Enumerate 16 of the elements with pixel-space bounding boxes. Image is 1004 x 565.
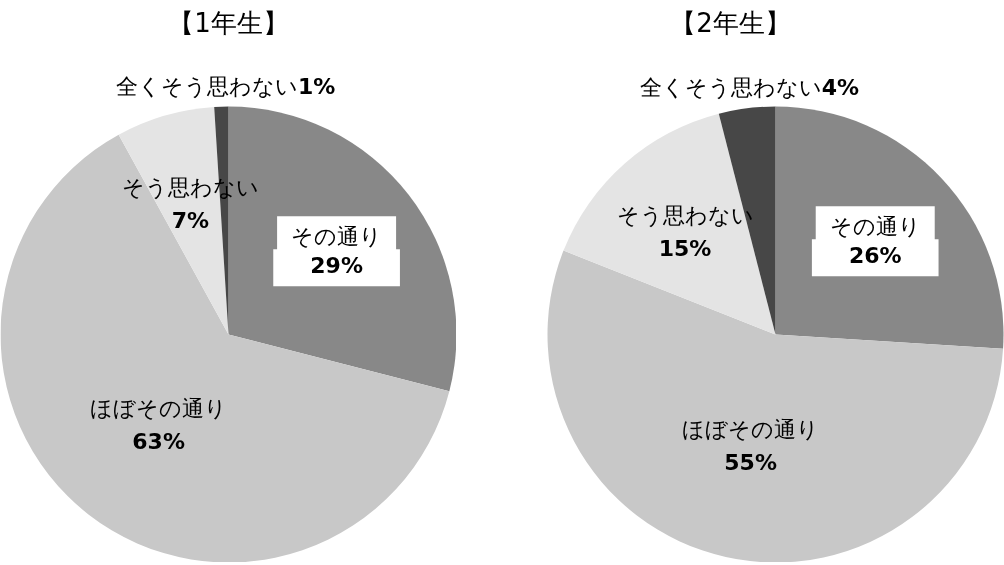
data-label: 1% [298, 73, 336, 99]
slice-label: その通り [291, 224, 383, 250]
data-label: 26% [848, 243, 902, 269]
slice-label: 全くそう思わない [116, 73, 299, 99]
data-label: 55% [724, 450, 777, 476]
slice-label: 全くそう思わない [639, 75, 822, 101]
data-label: 7% [171, 207, 210, 233]
chart-title: 【1年生】 [168, 7, 289, 38]
data-label: 29% [310, 253, 363, 279]
slice-label: ほぼその通り [90, 396, 228, 422]
data-label: 4% [821, 75, 860, 101]
chart-title: 【2年生】 [670, 7, 791, 38]
data-label: 63% [132, 429, 185, 455]
slice-label: ほぼその通り [682, 417, 820, 443]
data-label: 15% [658, 236, 712, 262]
slice-label: その通り [829, 214, 921, 240]
